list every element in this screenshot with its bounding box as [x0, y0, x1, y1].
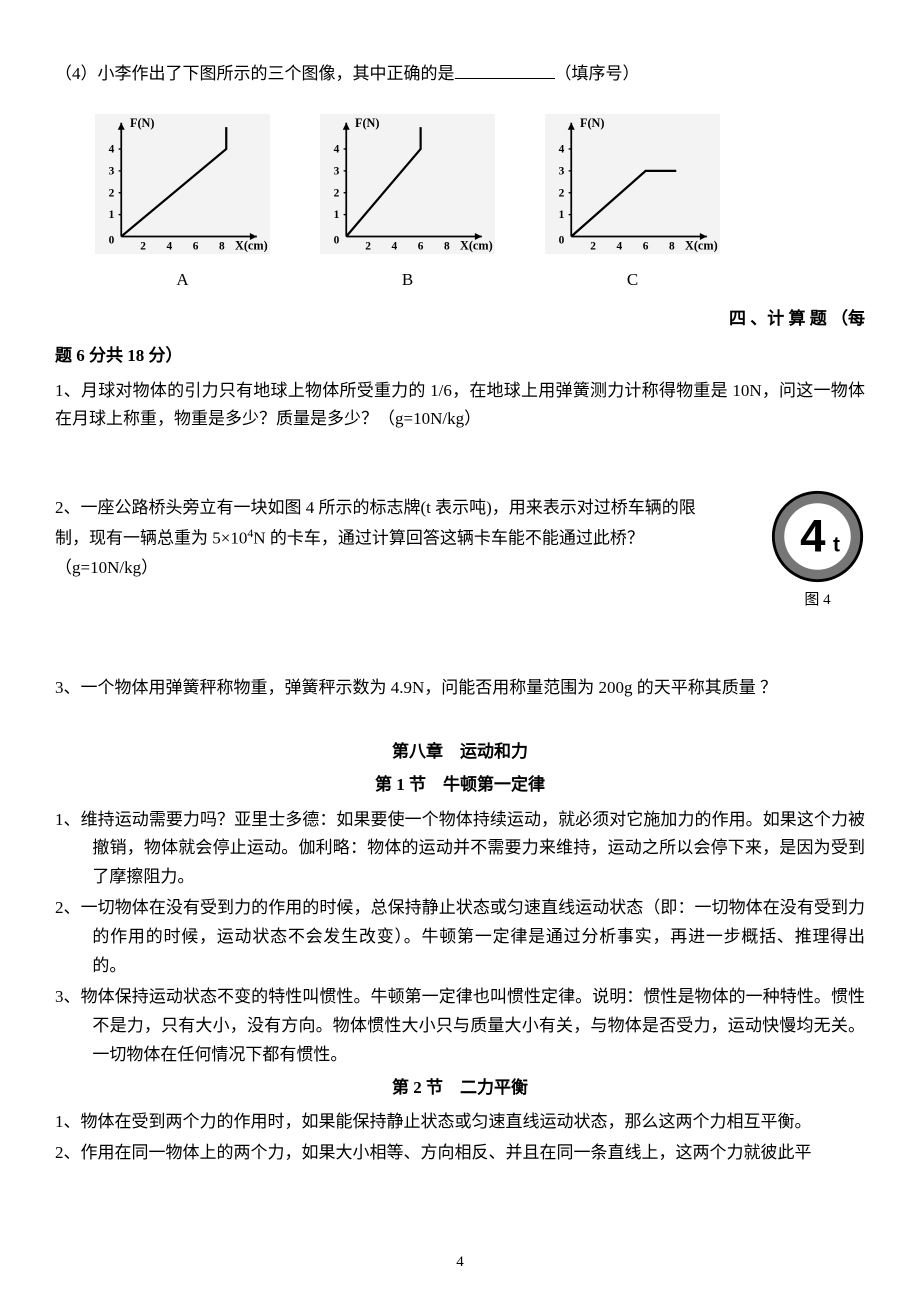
- p2-line2b: N 的卡车，通过计算回答这辆卡车能不能通过此桥？: [253, 529, 644, 548]
- q4-blank[interactable]: [455, 62, 555, 79]
- p2-line2a: 制，现有一辆总重为 5×10: [55, 529, 247, 548]
- svg-text:2: 2: [365, 241, 371, 253]
- sign-4t: 4 t 图 4: [770, 489, 865, 614]
- svg-text:6: 6: [418, 241, 424, 253]
- svg-text:2: 2: [559, 187, 565, 199]
- sec2-n1: 1、物体在受到两个力的作用时，如果能保持静止状态或匀速直线运动状态，那么这两个力…: [55, 1108, 865, 1137]
- svg-text:X(cm): X(cm): [235, 239, 268, 253]
- svg-text:3: 3: [559, 165, 565, 177]
- q4-prompt: （4）小李作出了下图所示的三个图像，其中正确的是 （填序号）: [55, 60, 865, 89]
- svg-text:4: 4: [392, 241, 398, 253]
- graph-a-label: A: [176, 266, 188, 295]
- q4-text: （4）小李作出了下图所示的三个图像，其中正确的是: [55, 64, 455, 83]
- svg-text:6: 6: [193, 241, 199, 253]
- svg-text:0: 0: [334, 234, 340, 246]
- svg-text:8: 8: [219, 241, 225, 253]
- section1-title: 第 1 节 牛顿第一定律: [55, 771, 865, 800]
- graphs-row: 0 2 4 6 8 1 2 3 4 F(N) X(cm) A 0 2: [85, 114, 865, 295]
- sec2-n2: 2、作用在同一物体上的两个力，如果大小相等、方向相反、并且在同一条直线上，这两个…: [55, 1139, 865, 1168]
- section2-title: 第 2 节 二力平衡: [55, 1074, 865, 1103]
- sec1-notes: 1、维持运动需要力吗？亚里士多德：如果要使一个物体持续运动，就必须对它施加力的作…: [55, 806, 865, 1070]
- svg-text:1: 1: [559, 209, 565, 221]
- sec1-n1: 1、维持运动需要力吗？亚里士多德：如果要使一个物体持续运动，就必须对它施加力的作…: [55, 806, 865, 893]
- graph-c-svg: 0 2 4 6 8 1 2 3 4 F(N) X(cm): [535, 114, 730, 254]
- svg-text:F(N): F(N): [130, 116, 155, 130]
- graph-c: 0 2 4 6 8 1 2 3 4 F(N) X(cm) C: [535, 114, 730, 295]
- svg-text:4: 4: [109, 143, 115, 155]
- graph-b-label: B: [402, 266, 413, 295]
- sec1-n3: 3、物体保持运动状态不变的特性叫惯性。牛顿第一定律也叫惯性定律。说明：惯性是物体…: [55, 983, 865, 1070]
- sign-icon: 4 t: [770, 489, 865, 584]
- graph-c-label: C: [627, 266, 638, 295]
- graph-a-svg: 0 2 4 6 8 1 2 3 4 F(N) X(cm): [85, 114, 280, 254]
- svg-text:0: 0: [559, 234, 565, 246]
- svg-text:3: 3: [109, 165, 115, 177]
- section4-cont: 题 6 分共 18 分）: [55, 342, 865, 371]
- svg-text:4: 4: [800, 511, 826, 562]
- sec2-notes: 1、物体在受到两个力的作用时，如果能保持静止状态或匀速直线运动状态，那么这两个力…: [55, 1108, 865, 1168]
- svg-text:X(cm): X(cm): [685, 239, 718, 253]
- problem-3: 3、一个物体用弹簧秤称物重，弹簧秤示数为 4.9N，问能否用称量范围为 200g…: [55, 674, 865, 703]
- chapter-title: 第八章 运动和力: [55, 738, 865, 767]
- section4-row: 四 、计 算 题 （每: [55, 305, 865, 334]
- problem-2: 4 t 图 4 2、一座公路桥头旁立有一块如图 4 所示的标志牌(t 表示吨)，…: [55, 494, 865, 614]
- section4-cont-text: 题 6 分共 18 分）: [55, 346, 183, 365]
- svg-text:1: 1: [109, 209, 115, 221]
- svg-text:2: 2: [140, 241, 146, 253]
- p2-line3: （g=10N/kg）: [55, 558, 158, 577]
- svg-text:4: 4: [617, 241, 623, 253]
- svg-text:X(cm): X(cm): [460, 239, 493, 253]
- p2-line1: 2、一座公路桥头旁立有一块如图 4 所示的标志牌(t 表示吨)，用来表示对过桥车…: [55, 498, 696, 517]
- sign-caption: 图 4: [770, 588, 865, 614]
- svg-text:F(N): F(N): [580, 116, 605, 130]
- graph-b-svg: 0 2 4 6 8 1 2 3 4 F(N) X(cm): [310, 114, 505, 254]
- svg-text:2: 2: [590, 241, 596, 253]
- svg-text:0: 0: [109, 234, 115, 246]
- svg-text:8: 8: [669, 241, 675, 253]
- svg-text:4: 4: [167, 241, 173, 253]
- svg-text:4: 4: [334, 143, 340, 155]
- svg-text:1: 1: [334, 209, 340, 221]
- section4-header: 四 、计 算 题 （每: [729, 305, 865, 334]
- svg-text:6: 6: [643, 241, 649, 253]
- svg-text:t: t: [833, 534, 840, 557]
- svg-text:3: 3: [334, 165, 340, 177]
- graph-b: 0 2 4 6 8 1 2 3 4 F(N) X(cm) B: [310, 114, 505, 295]
- page-number: 4: [0, 1250, 920, 1276]
- svg-text:4: 4: [559, 143, 565, 155]
- sec1-n2: 2、一切物体在没有受到力的作用的时候，总保持静止状态或匀速直线运动状态（即：一切…: [55, 894, 865, 981]
- problem-1: 1、月球对物体的引力只有地球上物体所受重力的 1/6，在地球上用弹簧测力计称得物…: [55, 377, 865, 435]
- svg-text:8: 8: [444, 241, 450, 253]
- graph-a: 0 2 4 6 8 1 2 3 4 F(N) X(cm) A: [85, 114, 280, 295]
- svg-text:2: 2: [109, 187, 115, 199]
- q4-suffix: （填序号）: [555, 64, 640, 83]
- svg-text:F(N): F(N): [355, 116, 380, 130]
- svg-text:2: 2: [334, 187, 340, 199]
